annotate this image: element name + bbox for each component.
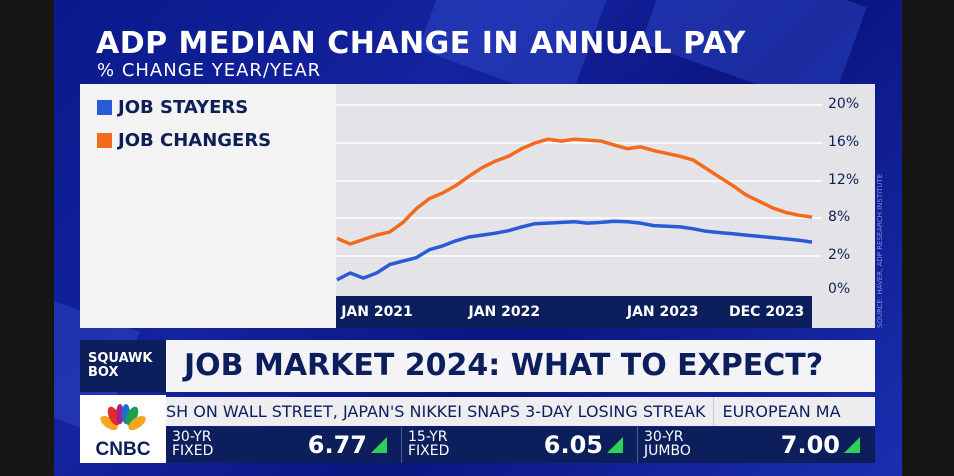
x-tick-label: DEC 2023	[729, 304, 805, 320]
ticker-item: EUROPEAN MA	[722, 402, 841, 421]
rate-label: 30-YR FIXED	[172, 429, 214, 459]
ticker-divider	[713, 397, 715, 426]
legend-item-job-stayers: JOB STAYERS	[97, 97, 248, 118]
rate-value: 7.00	[780, 431, 840, 459]
chart-title: ADP MEDIAN CHANGE IN ANNUAL PAY	[96, 26, 746, 61]
y-tick-label: 2%	[828, 247, 851, 263]
x-tick-label: JAN 2023	[626, 304, 699, 320]
peacock-icon: CNBC	[96, 404, 151, 460]
source-note: SOURCE: HAVER, ADP RESEARCH INSTITUTE	[876, 173, 884, 328]
legend-swatch-orange	[97, 133, 112, 148]
legend-item-job-changers: JOB CHANGERS	[97, 130, 271, 151]
rate-30yr-fixed: 30-YR FIXED 6.77	[166, 427, 402, 463]
legend-label: JOB STAYERS	[118, 97, 249, 118]
series-line-job-stayers	[336, 219, 813, 282]
show-name-line: SQUAWK	[88, 351, 153, 366]
y-tick-label: 0%	[828, 281, 851, 297]
x-tick-label: JAN 2021	[341, 304, 413, 320]
x-axis-band	[336, 296, 812, 328]
cnbc-logo: CNBC	[80, 395, 166, 463]
y-tick-label: 8%	[828, 209, 851, 225]
down-arrow-icon	[371, 437, 387, 453]
mortgage-rates-bar: 30-YR FIXED 6.77 15-YR FIXED 6.05 30-YR JUM…	[166, 427, 875, 463]
y-tick-label: 20%	[828, 96, 860, 112]
show-name: SQUAWK BOX	[80, 340, 166, 392]
down-arrow-icon	[844, 437, 860, 453]
legend: JOB STAYERS JOB CHANGERS	[80, 84, 336, 328]
rate-label: 15-YR FIXED	[408, 429, 450, 459]
svg-text:CNBC: CNBC	[96, 439, 151, 460]
rate-15yr-fixed: 15-YR FIXED 6.05	[402, 427, 638, 463]
x-tick-label: JAN 2022	[468, 304, 541, 320]
down-arrow-icon	[607, 437, 623, 453]
headline: JOB MARKET 2024: WHAT TO EXPECT?	[166, 340, 875, 392]
rate-label: 30-YR JUMBO	[644, 429, 691, 459]
ticker-item: SH ON WALL STREET, JAPAN'S NIKKEI SNAPS …	[166, 402, 706, 421]
rate-value: 6.05	[543, 431, 603, 459]
series-line-job-changers	[336, 137, 813, 246]
rate-30yr-jumbo: 30-YR JUMBO 7.00	[638, 427, 874, 463]
line-chart	[336, 104, 822, 282]
legend-swatch-blue	[97, 100, 112, 115]
plot-area	[336, 84, 875, 328]
legend-label: JOB CHANGERS	[118, 130, 272, 151]
y-tick-label: 12%	[828, 172, 860, 188]
show-name-line: BOX	[88, 365, 119, 380]
rate-value: 6.77	[307, 431, 367, 459]
news-ticker: SH ON WALL STREET, JAPAN'S NIKKEI SNAPS …	[166, 397, 875, 426]
y-tick-label: 16%	[828, 134, 860, 150]
chart-subtitle: % CHANGE YEAR/YEAR	[97, 60, 322, 81]
